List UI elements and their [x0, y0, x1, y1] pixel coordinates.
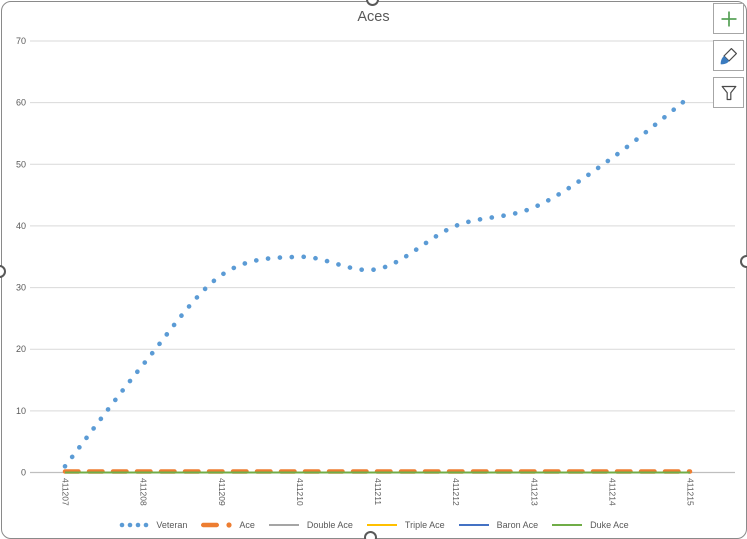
y-axis-tick-labels: 0 10 20 30 40 50 60 70 — [16, 36, 26, 478]
brush-icon — [720, 47, 737, 64]
y-axis-tick-label: 20 — [16, 344, 26, 354]
legend-glyph-dashed — [201, 522, 232, 528]
x-axis-tick-label: 411208 — [139, 478, 149, 506]
legend-glyph-solid — [552, 524, 583, 526]
series-line-veteran[interactable] — [62, 94, 693, 469]
y-axis-tick-label: 50 — [16, 159, 26, 169]
legend-item-triple-ace[interactable]: Triple Ace — [366, 520, 445, 530]
legend-glyph-solid — [268, 524, 299, 526]
y-axis-tick-label: 30 — [16, 283, 26, 293]
y-axis-tick-label: 0 — [21, 468, 26, 478]
legend-item-baron-ace[interactable]: Baron Ace — [458, 520, 539, 530]
legend-label: Triple Ace — [404, 520, 445, 530]
x-axis-tick-label: 411212 — [451, 478, 461, 506]
y-axis-tick-label: 70 — [16, 36, 26, 46]
legend-glyph-solid — [458, 524, 489, 526]
x-axis-tick-label: 411210 — [295, 478, 305, 506]
legend-glyph-round-dot — [120, 522, 149, 528]
legend-label: Veteran — [156, 520, 188, 530]
legend-label: Duke Ace — [590, 520, 629, 530]
plus-icon — [721, 11, 736, 26]
resize-handle-bottom[interactable] — [364, 531, 377, 539]
legend-label: Ace — [239, 520, 255, 530]
legend-label: Baron Ace — [496, 520, 539, 530]
resize-handle-right[interactable] — [740, 255, 747, 268]
legend-label: Double Ace — [306, 520, 353, 530]
y-axis-tick-label: 40 — [16, 221, 26, 231]
x-axis-tick-label: 411207 — [61, 478, 71, 506]
x-axis-tick-label: 411213 — [529, 478, 539, 506]
y-axis-tick-label: 60 — [16, 98, 26, 108]
y-axis-tick-label: 10 — [16, 406, 26, 416]
chart-elements-button[interactable] — [713, 3, 744, 34]
x-axis-tick-label: 411215 — [686, 478, 696, 506]
legend-item-ace[interactable]: Ace — [201, 520, 255, 530]
x-axis-tick-labels: 411207 411208 411209 411210 411211 411212 4112… — [61, 478, 696, 506]
x-axis-tick-label: 411214 — [607, 478, 617, 506]
x-axis-tick-label: 411211 — [373, 478, 383, 505]
gridlines — [30, 40, 735, 412]
funnel-icon — [721, 85, 736, 100]
legend-item-duke-ace[interactable]: Duke Ace — [552, 520, 629, 530]
chart-title[interactable]: Aces — [357, 9, 390, 25]
chart-legend[interactable]: Veteran Ace Double Ace Triple Ace Baron Ace D… — [0, 516, 747, 534]
legend-item-veteran[interactable]: Veteran — [118, 520, 187, 530]
chart-filters-button[interactable] — [713, 77, 744, 108]
x-axis-tick-label: 411209 — [217, 478, 227, 506]
legend-glyph-solid — [366, 524, 397, 526]
chart-styles-button[interactable] — [713, 40, 744, 71]
legend-item-double-ace[interactable]: Double Ace — [268, 520, 353, 530]
